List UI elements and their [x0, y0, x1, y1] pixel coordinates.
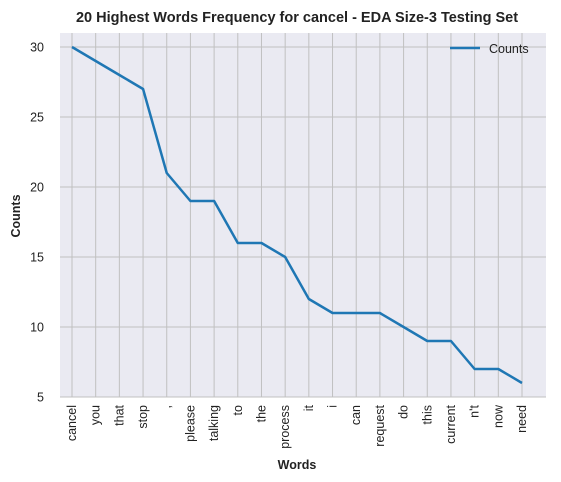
x-tick-label: current	[444, 404, 458, 443]
y-tick-label: 25	[30, 111, 44, 125]
x-tick-label: process	[278, 405, 292, 449]
x-tick-label: need	[515, 405, 529, 433]
x-tick-label: this	[420, 405, 434, 424]
y-tick-label: 30	[30, 41, 44, 55]
y-tick-label: 15	[30, 251, 44, 265]
x-tick-label: i	[326, 405, 340, 408]
grid-lines	[60, 33, 546, 398]
y-axis-label: Counts	[9, 194, 23, 237]
x-tick-label: that	[112, 404, 126, 425]
x-tick-label: talking	[207, 405, 221, 441]
y-tick-label: 10	[30, 321, 44, 335]
y-tick-label: 5	[37, 391, 44, 405]
plot-area	[60, 33, 546, 397]
x-tick-label: n't	[468, 404, 482, 417]
x-tick-label: now	[491, 404, 505, 428]
x-tick-label: ,	[160, 405, 174, 408]
x-tick-label: it	[302, 404, 316, 411]
x-tick-label: you	[89, 405, 103, 425]
series-line-counts	[71, 45, 523, 385]
y-tick-label: 20	[30, 181, 44, 195]
legend: Counts	[450, 42, 529, 56]
x-tick-label: to	[231, 405, 245, 415]
y-axis-ticks: 5 10 15 20 25 30	[30, 41, 44, 405]
x-tick-label: cancel	[65, 405, 79, 441]
x-tick-label: stop	[136, 405, 150, 429]
x-tick-label: please	[183, 405, 197, 442]
x-tick-label: request	[373, 404, 387, 446]
series-layer	[71, 45, 523, 385]
x-tick-label: do	[397, 405, 411, 419]
legend-label-counts: Counts	[489, 42, 529, 56]
x-tick-label: the	[254, 405, 268, 422]
x-tick-label: can	[349, 405, 363, 425]
chart-title: 20 Highest Words Frequency for cancel - …	[76, 10, 518, 26]
x-axis-ticks: cancel you that stop, please talking to the proc…	[65, 404, 529, 449]
x-axis-label: Words	[278, 458, 317, 472]
